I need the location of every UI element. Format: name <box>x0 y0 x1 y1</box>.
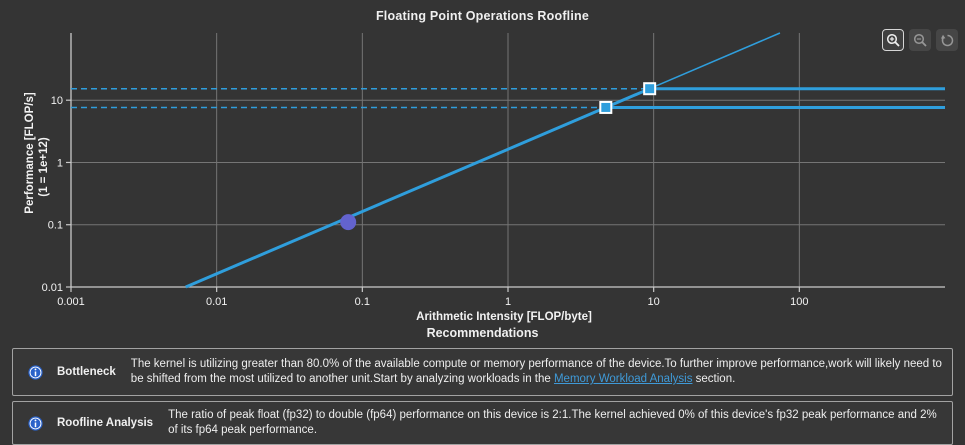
recommendation-bottleneck: Bottleneck The kernel is utilizing great… <box>12 348 953 396</box>
x-axis-label: Arithmetic Intensity [FLOP/byte] <box>416 311 592 323</box>
y-axis-label-units: (1 = 1e+12) <box>38 137 50 197</box>
y-tick-label: 10 <box>51 95 63 107</box>
x-tick-label: 0.1 <box>355 296 370 308</box>
x-tick-label: 10 <box>648 296 660 308</box>
recommendation-text: The kernel is utilizing greater than 80.… <box>131 357 942 387</box>
recommendation-text: The ratio of peak float (fp32) to double… <box>168 408 942 438</box>
recommendation-roofline-analysis: Roofline Analysis The ratio of peak floa… <box>12 401 953 445</box>
zoom-in-icon <box>886 33 900 47</box>
reset-icon <box>940 34 953 46</box>
recommendation-label: Roofline Analysis <box>57 417 154 429</box>
recommendation-label: Bottleneck <box>57 366 116 378</box>
memory-roofline-extension <box>649 32 781 90</box>
zoom-in-button[interactable] <box>882 29 904 51</box>
zoom-out-button[interactable] <box>909 29 931 51</box>
roofline-chart[interactable]: 0.001 0.01 0.1 1 10 100 0.01 0.1 1 10 Arithmetic I… <box>0 0 965 323</box>
fp32-peak-ridge-point-marker[interactable] <box>643 82 657 96</box>
fp64-peak-ridge-point-marker[interactable] <box>599 100 613 114</box>
memory-bandwidth-roofline <box>185 87 651 289</box>
y-axis-label: Performance [FLOP/s] <box>24 92 36 214</box>
info-icon <box>28 364 43 380</box>
y-tick-label: 1 <box>57 157 63 169</box>
y-tick-label: 0.01 <box>42 282 63 294</box>
info-icon <box>28 415 43 431</box>
zoom-out-icon <box>913 33 927 47</box>
recommendation-text-before: The kernel is utilizing greater than 80.… <box>130 358 942 385</box>
roofline-chart-panel: Floating Point Operations Roofline 0.001… <box>0 0 965 323</box>
memory-workload-analysis-link[interactable]: Memory Workload Analysis <box>553 373 693 385</box>
reset-view-button[interactable] <box>936 29 958 51</box>
chart-zoom-toolbar <box>882 29 958 51</box>
chart-title: Floating Point Operations Roofline <box>375 9 590 23</box>
recommendation-text-after: section. <box>692 373 736 385</box>
recommendations-heading: Recommendations <box>426 326 539 340</box>
recommendation-text-before: The ratio of peak float (fp32) to double… <box>168 409 937 436</box>
x-tick-label: 0.001 <box>57 296 85 308</box>
achieved-performance-point[interactable] <box>340 214 357 231</box>
y-tick-label: 0.1 <box>48 220 63 232</box>
x-tick-label: 100 <box>790 296 808 308</box>
x-tick-label: 0.01 <box>206 296 227 308</box>
x-tick-label: 1 <box>505 296 511 308</box>
